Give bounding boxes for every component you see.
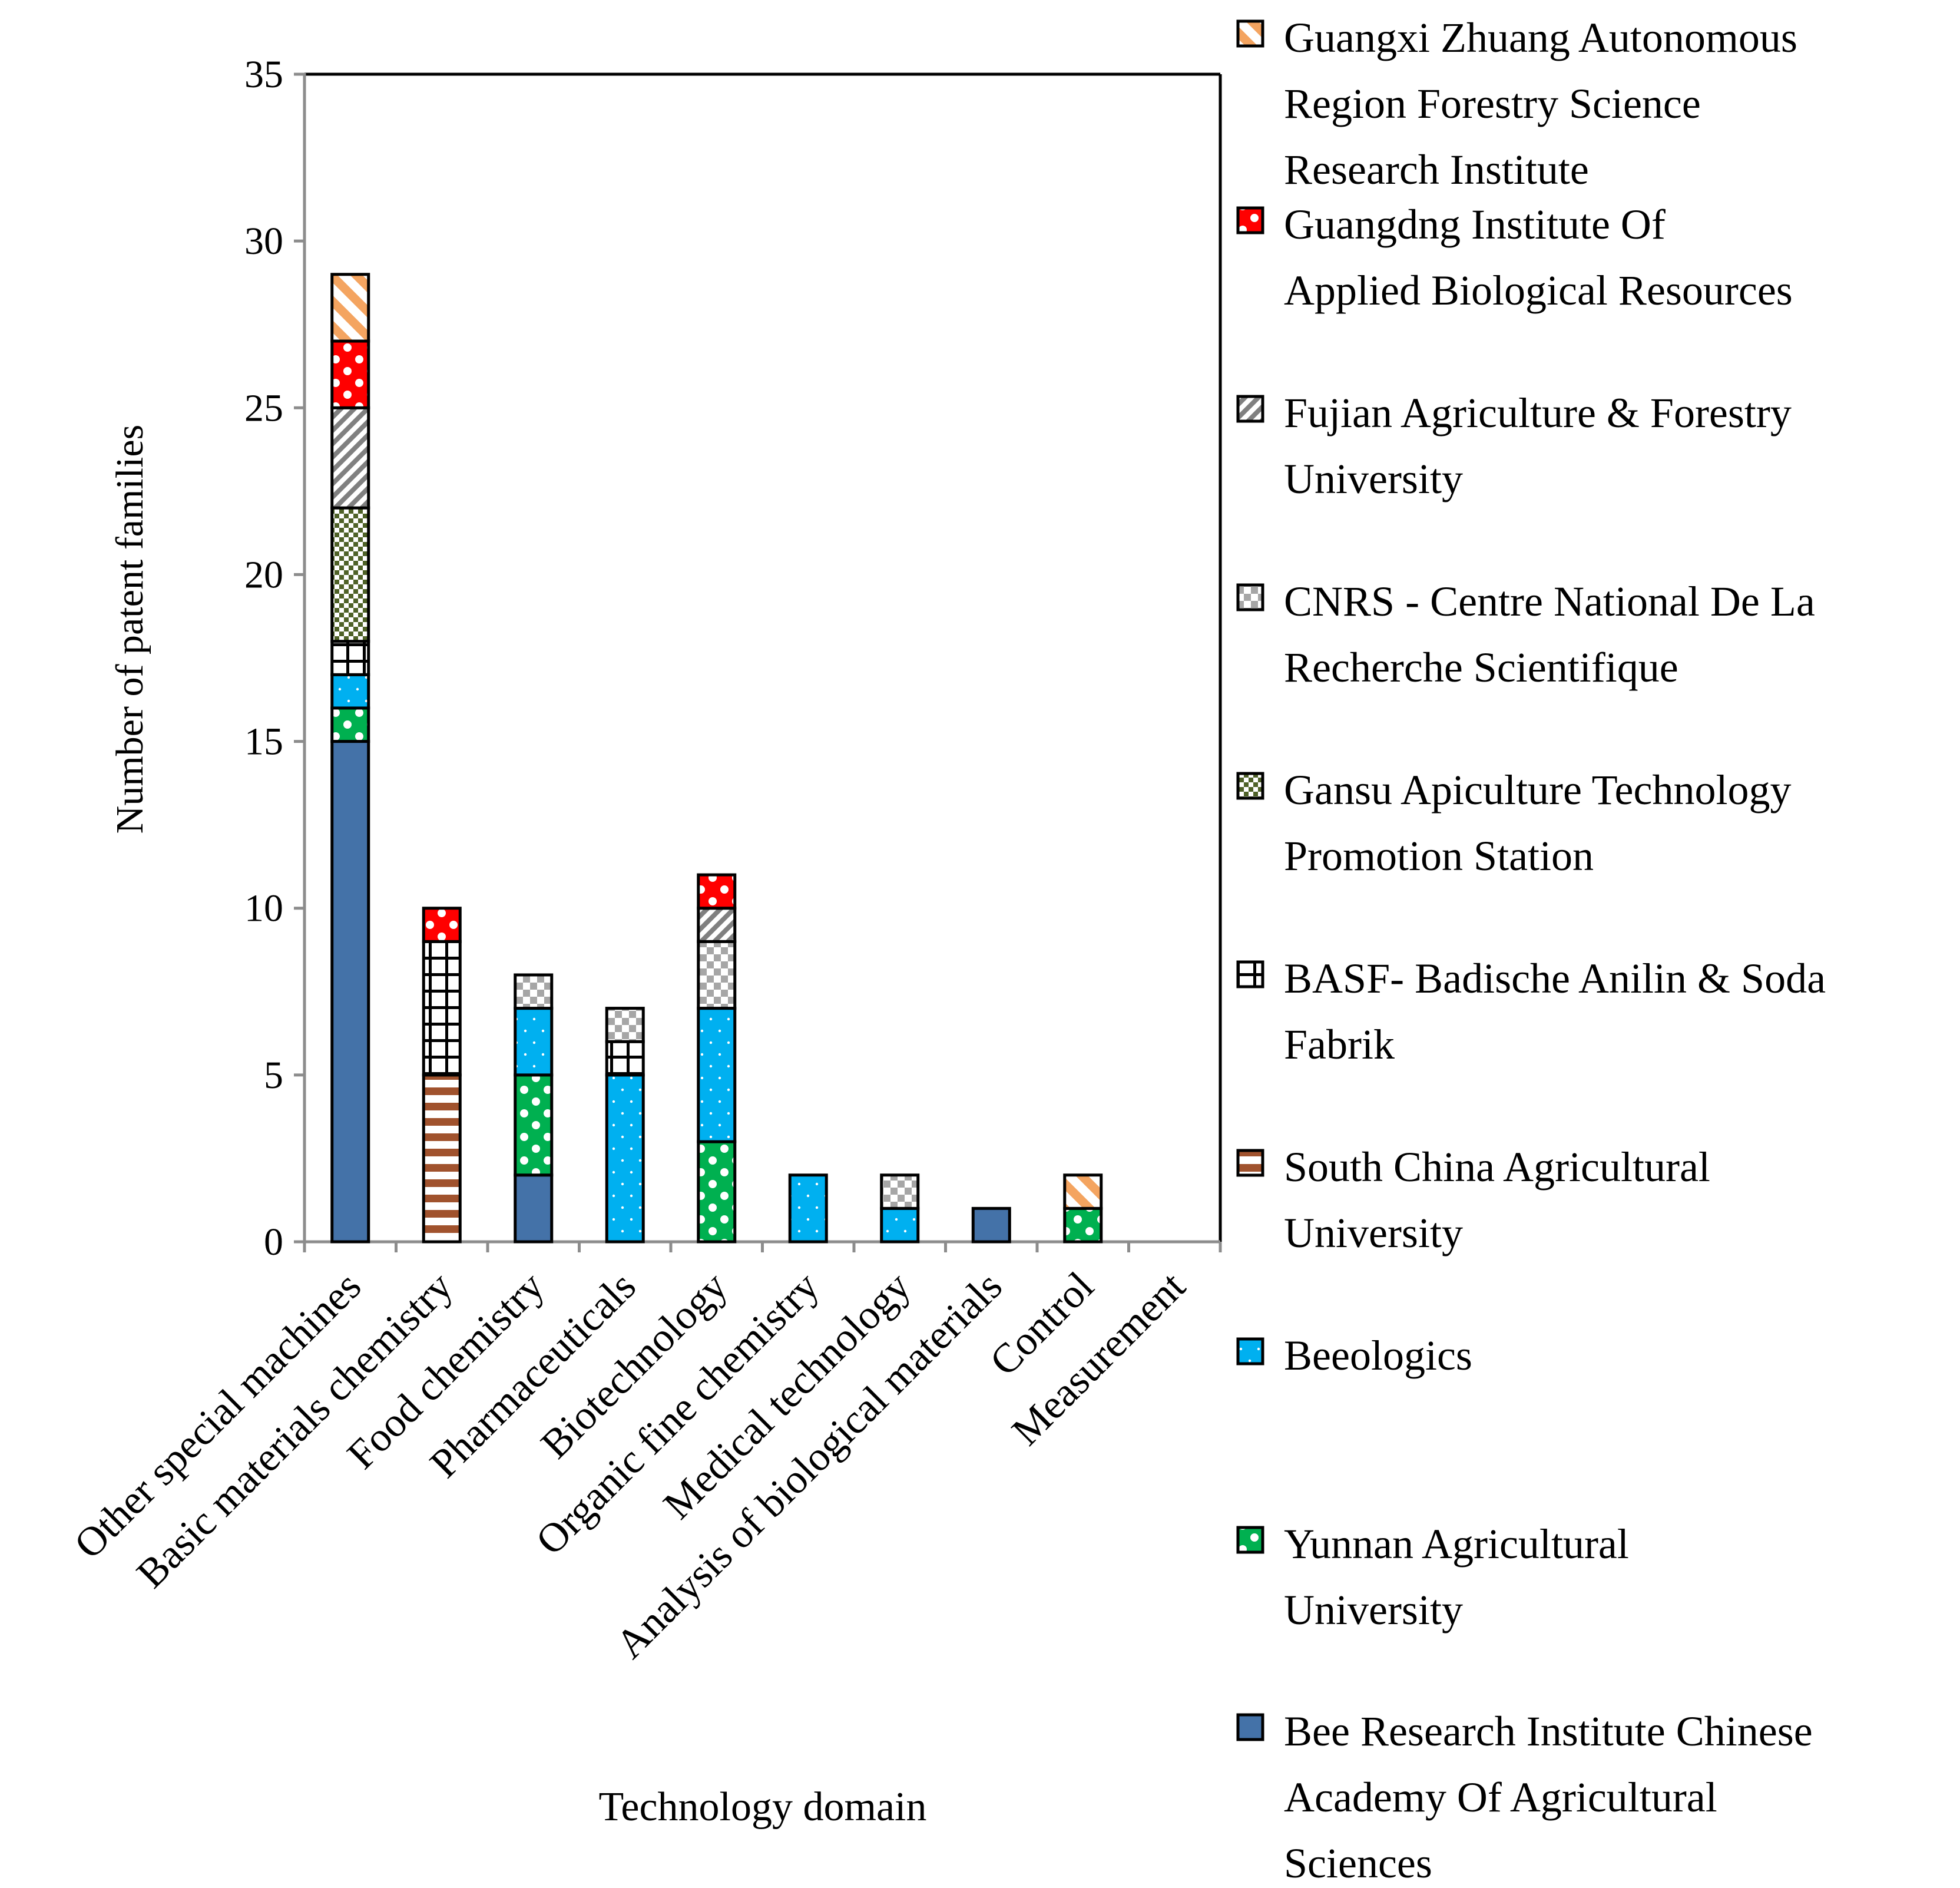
bar-segment	[330, 673, 370, 710]
legend-swatch	[1236, 1526, 1264, 1554]
bar-segment	[422, 1073, 462, 1244]
legend-item: Guangxi Zhuang Autonomous Region Forestry…	[1236, 14, 1797, 193]
legend-label: Region Forestry Science	[1284, 80, 1701, 127]
bar-segment	[514, 973, 554, 1010]
legend-label: Beeologics	[1284, 1332, 1472, 1379]
bar-segment	[880, 1206, 920, 1244]
bar-segment	[514, 1007, 554, 1077]
legend-label: University	[1284, 1209, 1463, 1257]
y-tick-label: 25	[244, 386, 283, 429]
legend-swatch	[1236, 395, 1264, 423]
legend-item: CNRS - Centre National De La Recherche Sc…	[1236, 578, 1815, 691]
y-tick-label: 5	[264, 1054, 283, 1097]
legend-item: Yunnan Agricultural University	[1236, 1520, 1629, 1634]
legend-swatch	[1236, 206, 1264, 234]
y-tick-label: 35	[244, 53, 283, 96]
legend-label: BASF- Badische Anilin & Soda	[1284, 955, 1826, 1002]
legend-label: South China Agricultural	[1284, 1143, 1710, 1191]
legend-item: Bee Research Institute Chinese Academy Of…	[1236, 1708, 1813, 1887]
legend-label: University	[1284, 1586, 1463, 1634]
x-axis-label: Technology domain	[599, 1784, 927, 1830]
legend-item: BASF- Badische Anilin & Soda Fabrik	[1236, 955, 1826, 1068]
y-axis-label: Number of patent families	[108, 425, 151, 834]
legend-item: South China Agricultural University	[1236, 1143, 1710, 1257]
bar-segment	[697, 873, 737, 910]
bar-segment	[880, 1173, 920, 1210]
legend-item: Gansu Apiculture Technology Promotion Sta…	[1236, 766, 1791, 879]
legend-swatch	[1236, 583, 1264, 611]
legend-label: CNRS - Centre National De La	[1284, 578, 1815, 625]
legend-swatch	[1236, 1337, 1264, 1365]
bar-segment	[697, 907, 737, 943]
y-tick-label: 30	[244, 220, 283, 263]
legend-label: Guangdng Institute Of	[1284, 201, 1666, 248]
bar-segment	[330, 506, 370, 643]
legend-label: Guangxi Zhuang Autonomous	[1284, 14, 1797, 61]
legend-swatch	[1236, 19, 1264, 48]
bar-segment	[697, 1140, 737, 1244]
bar-segment	[697, 940, 737, 1010]
bar-segment	[422, 907, 462, 943]
bar-segment	[422, 940, 462, 1077]
bar-segment	[330, 706, 370, 743]
legend-swatch	[1236, 1149, 1264, 1177]
legend-label: Fujian Agriculture & Forestry	[1284, 389, 1792, 437]
y-tick-label: 15	[244, 720, 283, 763]
legend-label: Research Institute	[1284, 146, 1589, 193]
legend-label: Gansu Apiculture Technology	[1284, 766, 1791, 814]
y-tick-label: 0	[264, 1221, 283, 1264]
legend-item: Guangdng Institute Of Applied Biological …	[1236, 201, 1793, 314]
legend-label: Recherche Scientifique	[1284, 644, 1678, 691]
legend-swatch	[1236, 960, 1264, 988]
legend-swatch	[1236, 772, 1264, 800]
legend-item: Fujian Agriculture & Forestry University	[1236, 389, 1792, 502]
bar-segment	[697, 1007, 737, 1143]
legend-label: Yunnan Agricultural	[1284, 1520, 1629, 1568]
legend-label: Fabrik	[1284, 1021, 1395, 1068]
bar-segment	[971, 1206, 1011, 1244]
bar-segment	[788, 1173, 828, 1244]
bar-segment	[330, 273, 370, 343]
legend-label: University	[1284, 455, 1463, 502]
bar-segment	[330, 640, 370, 676]
legend-label: Academy Of Agricultural	[1284, 1774, 1717, 1821]
bar-segment	[1063, 1206, 1103, 1244]
bar-segment	[514, 1073, 554, 1177]
bar-segment	[330, 406, 370, 510]
y-tick-label: 20	[244, 553, 283, 596]
legend-swatch	[1236, 1713, 1264, 1741]
bar-segment	[605, 1007, 645, 1043]
legend-label: Applied Biological Resources	[1284, 267, 1793, 314]
legend-label: Promotion Station	[1284, 832, 1594, 879]
legend: Guangxi Zhuang Autonomous Region Forestry…	[1236, 14, 1826, 1887]
bar-segment	[330, 740, 370, 1244]
bar-segment	[330, 339, 370, 409]
y-tick-label: 10	[244, 887, 283, 930]
bar-segment	[605, 1040, 645, 1077]
bars-group	[330, 273, 1103, 1244]
legend-label: Sciences	[1284, 1840, 1432, 1885]
bar-segment	[514, 1173, 554, 1244]
bar-segment	[1063, 1173, 1103, 1210]
legend-label: Bee Research Institute Chinese	[1284, 1708, 1813, 1755]
bar-segment	[605, 1073, 645, 1244]
legend-item: Beeologics	[1236, 1332, 1472, 1379]
